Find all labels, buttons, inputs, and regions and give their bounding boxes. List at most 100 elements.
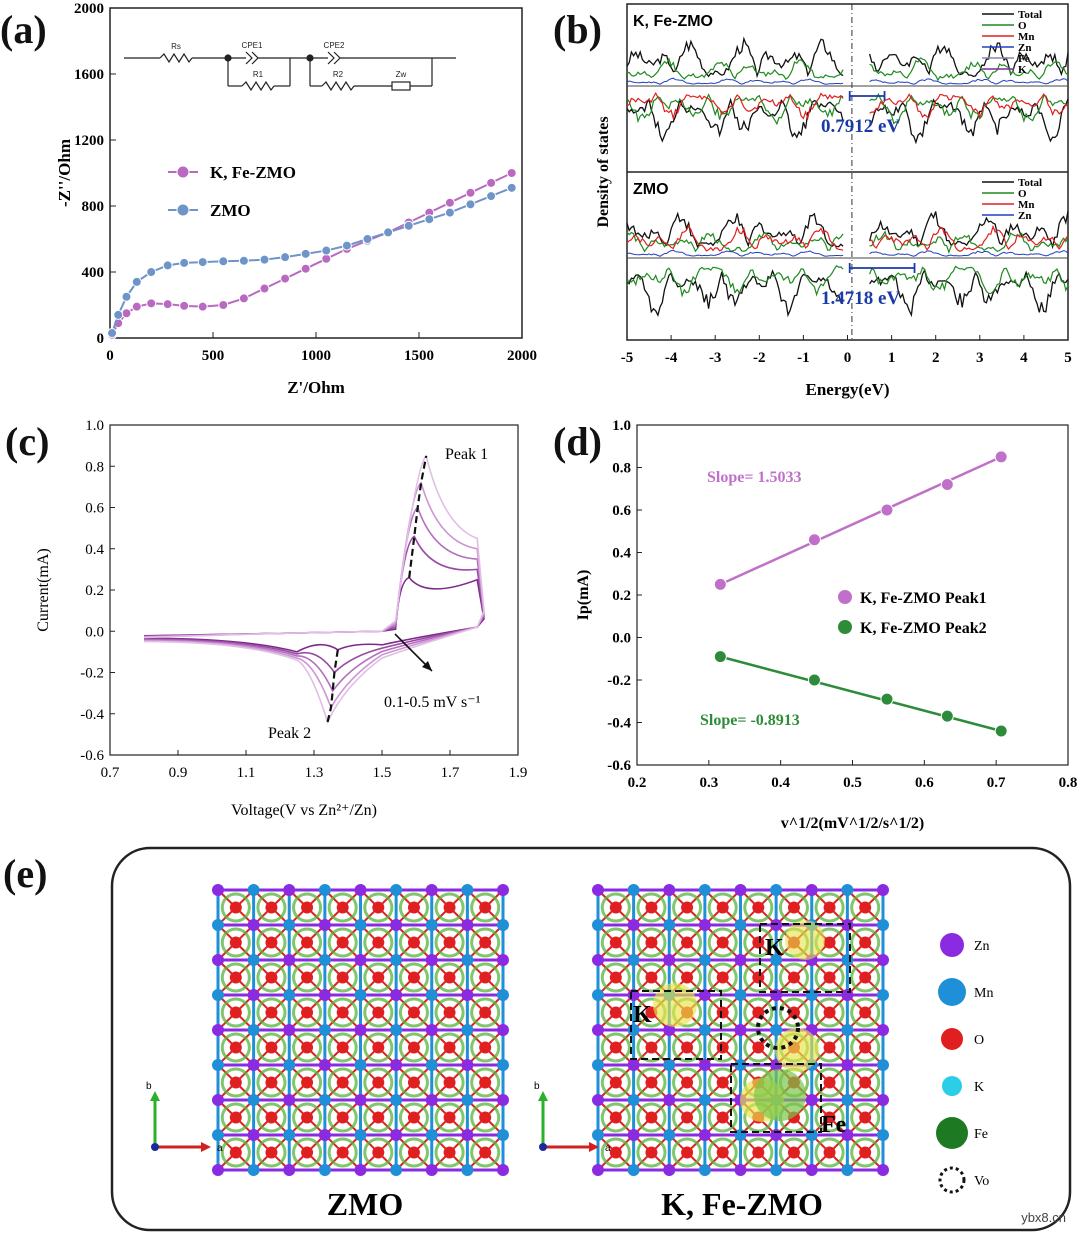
atom-oxygen bbox=[265, 1006, 278, 1019]
y-tick-label: 0.4 bbox=[612, 546, 631, 562]
legend-marker bbox=[176, 165, 190, 179]
charge-accumulation bbox=[785, 920, 825, 960]
y-tick-label: 2000 bbox=[74, 1, 104, 17]
x-axis-label: Z'/Ohm bbox=[287, 378, 345, 397]
axis-a-label: a bbox=[605, 1143, 611, 1154]
atom bbox=[805, 1094, 818, 1106]
atom bbox=[247, 989, 260, 1001]
legend-atom-fe bbox=[936, 1117, 968, 1149]
atom-oxygen bbox=[645, 1041, 658, 1054]
data-point bbox=[300, 248, 311, 259]
data-point bbox=[197, 301, 208, 312]
atom-oxygen bbox=[823, 1111, 836, 1124]
atom-oxygen bbox=[479, 1111, 492, 1124]
atom bbox=[425, 1024, 438, 1036]
atom bbox=[592, 1094, 604, 1106]
charge-density-isosurface bbox=[470, 997, 501, 1028]
atom bbox=[663, 919, 676, 931]
data-point bbox=[321, 245, 332, 256]
charge-density-isosurface bbox=[850, 962, 881, 993]
atom bbox=[592, 884, 604, 896]
atom-oxygen bbox=[823, 936, 836, 949]
atom bbox=[497, 884, 509, 896]
charge-density-isosurface bbox=[636, 1137, 667, 1168]
warburg-symbol bbox=[391, 81, 411, 91]
atom-oxygen bbox=[336, 936, 349, 949]
atom bbox=[247, 1059, 260, 1071]
atom bbox=[247, 1094, 260, 1106]
dos-zn bbox=[869, 250, 1069, 257]
charge-density-isosurface bbox=[707, 1032, 738, 1063]
data-point bbox=[146, 298, 157, 309]
y-tick-label: -0.6 bbox=[607, 758, 631, 774]
legend-marker bbox=[838, 590, 852, 604]
atom-oxygen bbox=[301, 1111, 314, 1124]
data-point bbox=[259, 283, 270, 294]
legend-label: ZMO bbox=[210, 201, 251, 220]
atom bbox=[592, 1059, 604, 1071]
atom bbox=[354, 1129, 367, 1141]
dos-chart: -5 -4 -3 -2 -1 0 1 2 3 4 5 Energy(eV) Density of sta… bbox=[595, 3, 1072, 399]
atom-oxygen bbox=[859, 901, 872, 914]
y-axis-label: Ip(mA) bbox=[575, 570, 592, 621]
data-point bbox=[807, 673, 821, 687]
atom bbox=[497, 1024, 509, 1036]
watermark: ybx8.cn bbox=[1021, 1210, 1066, 1225]
atom bbox=[734, 919, 747, 931]
x-tick-label: 0 bbox=[844, 350, 852, 366]
atom bbox=[877, 989, 889, 1001]
charge-density-isosurface bbox=[220, 1102, 251, 1133]
atom bbox=[663, 1129, 676, 1141]
dos-o-down bbox=[869, 92, 1069, 125]
legend-label: O bbox=[974, 1033, 984, 1048]
atom-oxygen bbox=[336, 1076, 349, 1089]
data-point bbox=[113, 309, 124, 320]
atom-oxygen bbox=[301, 1076, 314, 1089]
atom-oxygen bbox=[265, 1041, 278, 1054]
atom bbox=[698, 919, 711, 931]
data-point bbox=[218, 300, 229, 310]
charge-density-isosurface bbox=[327, 1032, 358, 1063]
charge-density-isosurface bbox=[256, 962, 287, 993]
atom bbox=[354, 884, 367, 896]
atom-oxygen bbox=[859, 1111, 872, 1124]
atom-oxygen bbox=[823, 1006, 836, 1019]
atom bbox=[390, 1094, 403, 1106]
legend-label: K bbox=[1018, 64, 1027, 76]
atom-oxygen bbox=[716, 901, 729, 914]
x-tick-label: 0.9 bbox=[169, 765, 188, 781]
x-tick-label: 500 bbox=[202, 348, 225, 364]
charge-density-isosurface bbox=[398, 1102, 429, 1133]
atom bbox=[841, 884, 854, 896]
atom-oxygen bbox=[859, 1041, 872, 1054]
dos-zn bbox=[626, 77, 844, 85]
y-tick-label: 0.0 bbox=[85, 624, 104, 640]
charge-density-isosurface bbox=[636, 962, 667, 993]
dos-zn bbox=[626, 249, 844, 257]
slope-label-peak1: Slope= 1.5033 bbox=[707, 469, 801, 486]
charge-density-isosurface bbox=[743, 927, 774, 958]
atom-oxygen bbox=[407, 1006, 420, 1019]
data-point bbox=[444, 197, 455, 208]
y-tick-label: 0.2 bbox=[612, 588, 631, 604]
box-label-k: K bbox=[765, 935, 784, 961]
y-tick-label: -0.2 bbox=[80, 666, 104, 682]
charge-density-isosurface bbox=[434, 892, 465, 923]
charge-density-isosurface bbox=[814, 1067, 845, 1098]
charge-density-isosurface bbox=[327, 962, 358, 993]
arrow-head bbox=[201, 1142, 211, 1152]
y-tick-label: 800 bbox=[82, 199, 105, 215]
k-site-box bbox=[759, 923, 851, 993]
atom bbox=[283, 1059, 296, 1071]
charge-density-isosurface bbox=[220, 1032, 251, 1063]
atom-oxygen bbox=[823, 901, 836, 914]
charge-density-isosurface bbox=[600, 1102, 631, 1133]
atom-oxygen bbox=[443, 971, 456, 984]
atom bbox=[425, 1059, 438, 1071]
atom-oxygen bbox=[336, 901, 349, 914]
atom-oxygen bbox=[336, 1111, 349, 1124]
data-point bbox=[179, 300, 190, 311]
atom bbox=[318, 1094, 331, 1106]
atom bbox=[770, 989, 783, 1001]
charge-density-isosurface bbox=[398, 1067, 429, 1098]
